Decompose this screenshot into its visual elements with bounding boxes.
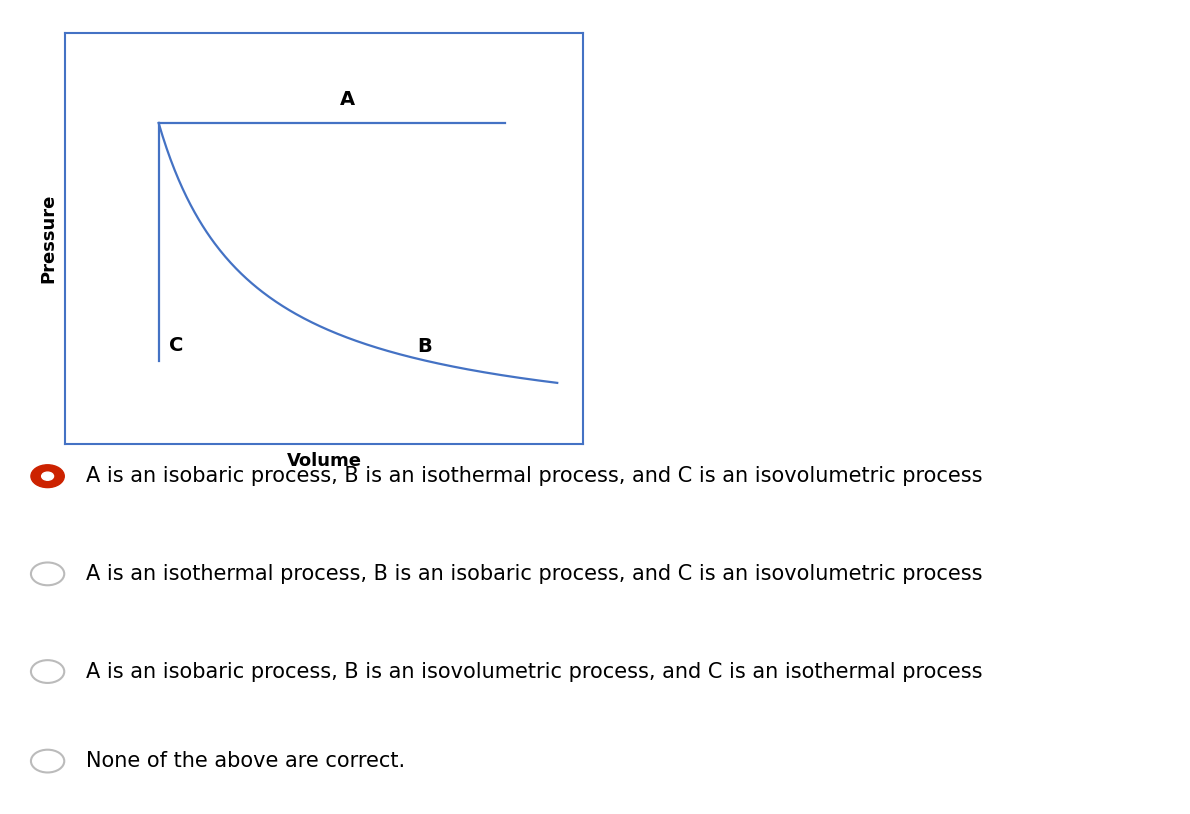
Text: None of the above are correct.: None of the above are correct. — [86, 751, 405, 771]
Y-axis label: Pressure: Pressure — [39, 194, 57, 282]
Text: A is an isothermal process, B is an isobaric process, and C is an isovolumetric : A is an isothermal process, B is an isob… — [86, 564, 982, 584]
Text: A: A — [340, 90, 355, 108]
Text: A is an isobaric process, B is an isovolumetric process, and C is an isothermal : A is an isobaric process, B is an isovol… — [86, 662, 982, 681]
Text: A is an isobaric process, B is an isothermal process, and C is an isovolumetric : A is an isobaric process, B is an isothe… — [86, 466, 982, 486]
Text: B: B — [418, 337, 432, 356]
Text: C: C — [169, 336, 183, 355]
X-axis label: Volume: Volume — [287, 452, 362, 470]
